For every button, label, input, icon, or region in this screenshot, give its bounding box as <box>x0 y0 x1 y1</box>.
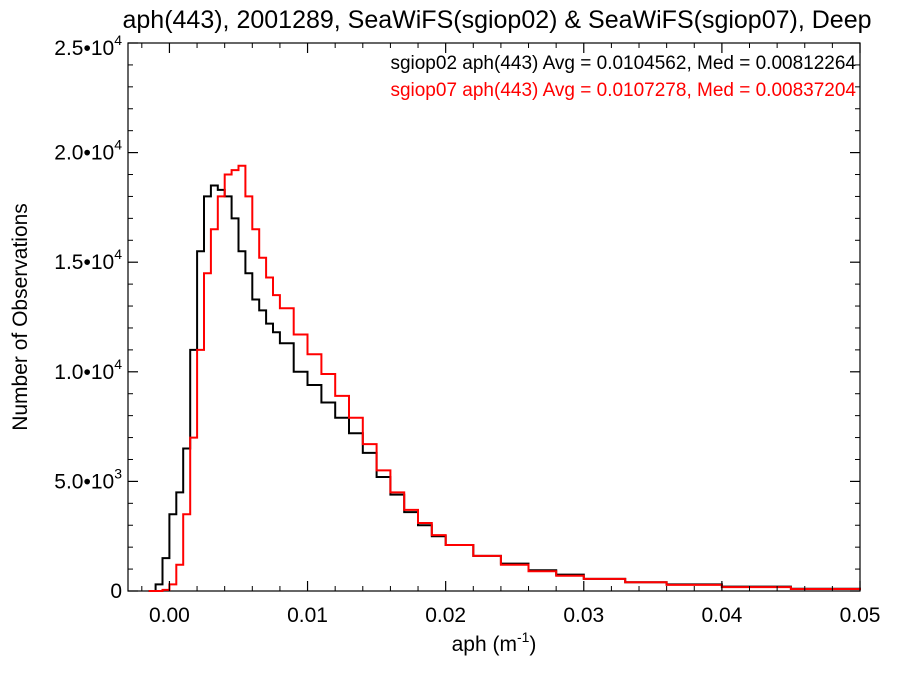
x-tick-label: 0.02 <box>425 604 466 627</box>
series-layer <box>148 164 861 592</box>
x-tick-label: 0.05 <box>840 604 881 627</box>
legend-entry-sgiop07: sgiop07 aph(443) Avg = 0.0107278, Med = … <box>390 80 856 101</box>
y-tick-label: 1.5•104 <box>54 246 122 274</box>
x-tick-label: 0.01 <box>287 604 328 627</box>
y-axis-label: Number of Observations <box>9 203 32 431</box>
series-line-0 <box>148 184 861 592</box>
ticks-layer <box>128 42 861 592</box>
x-tick-label: 0.03 <box>563 604 604 627</box>
legend-entry-sgiop02: sgiop02 aph(443) Avg = 0.0104562, Med = … <box>390 53 856 74</box>
x-axis-label: aph (m-1) <box>452 629 537 656</box>
plot-area-frame <box>127 42 861 592</box>
chart-title: aph(443), 2001289, SeaWiFS(sgiop02) & Se… <box>122 6 871 34</box>
y-tick-label: 5.0•103 <box>54 465 122 493</box>
x-tick-label: 0.00 <box>149 604 190 627</box>
x-tick-label: 0.04 <box>701 604 742 627</box>
series-line-1 <box>148 164 861 592</box>
x-tick-labels: 0.00 0.01 0.02 0.03 0.04 0.05 <box>149 604 880 627</box>
y-tick-label: 1.0•104 <box>54 356 122 384</box>
y-tick-labels: 0 5.0•103 1.0•104 1.5•104 2.0•104 2.5•104 <box>54 32 122 603</box>
y-tick-label: 2.0•104 <box>54 137 122 165</box>
y-tick-label: 0 <box>110 580 122 603</box>
y-tick-label: 2.5•104 <box>54 32 122 60</box>
